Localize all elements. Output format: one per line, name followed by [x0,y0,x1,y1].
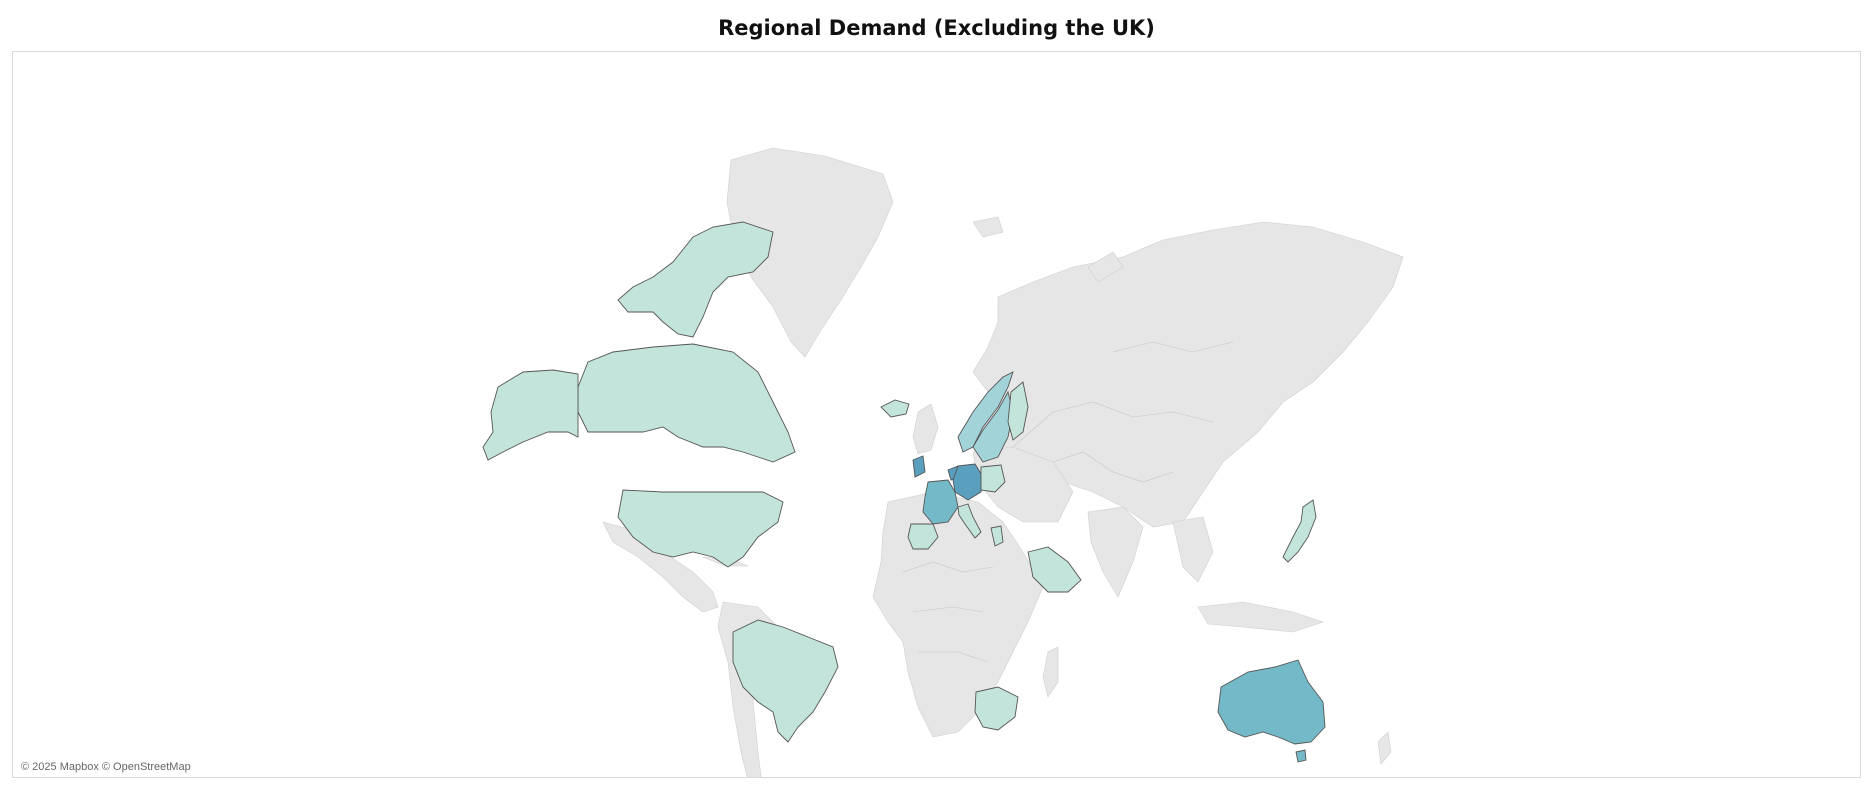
world-map[interactable] [13,52,1861,778]
map-attribution[interactable]: © 2025 Mapbox © OpenStreetMap [21,761,191,773]
region-germany[interactable] [952,463,984,501]
region-greece[interactable] [990,525,1004,547]
region-italy[interactable] [957,503,982,539]
region-south-africa[interactable] [974,686,1019,731]
region-ireland[interactable] [912,455,926,478]
region-united-kingdom [912,403,939,455]
map-canvas[interactable]: © 2025 Mapbox © OpenStreetMap [12,51,1861,778]
region-japan[interactable] [1282,499,1317,563]
region-saudi-arabia[interactable] [1027,546,1082,593]
region-novaya-zemlya [1087,251,1124,283]
region-india [1087,506,1144,598]
region-indonesia [1197,601,1324,633]
region-alaska[interactable] [482,369,579,461]
region-tasmania[interactable] [1295,749,1307,763]
region-arctic-islands [972,216,1004,238]
region-spain[interactable] [907,523,939,550]
region-finland[interactable] [1007,381,1029,441]
region-africa [872,491,1044,738]
region-canada[interactable] [577,343,796,463]
region-new-zealand [1377,731,1392,765]
region-madagascar [1042,646,1059,698]
region-brazil[interactable] [732,619,839,743]
region-united-states[interactable] [617,489,784,568]
region-france[interactable] [922,479,959,525]
demand-layer [482,221,1326,763]
region-australia[interactable] [1217,659,1326,745]
region-norway[interactable] [957,371,1014,453]
region-southeast-asia [1172,516,1214,583]
region-poland[interactable] [980,464,1006,493]
region-canada-arctic-islands[interactable] [617,221,774,338]
region-iceland[interactable] [880,399,910,418]
map-title: Regional Demand (Excluding the UK) [718,16,1155,40]
